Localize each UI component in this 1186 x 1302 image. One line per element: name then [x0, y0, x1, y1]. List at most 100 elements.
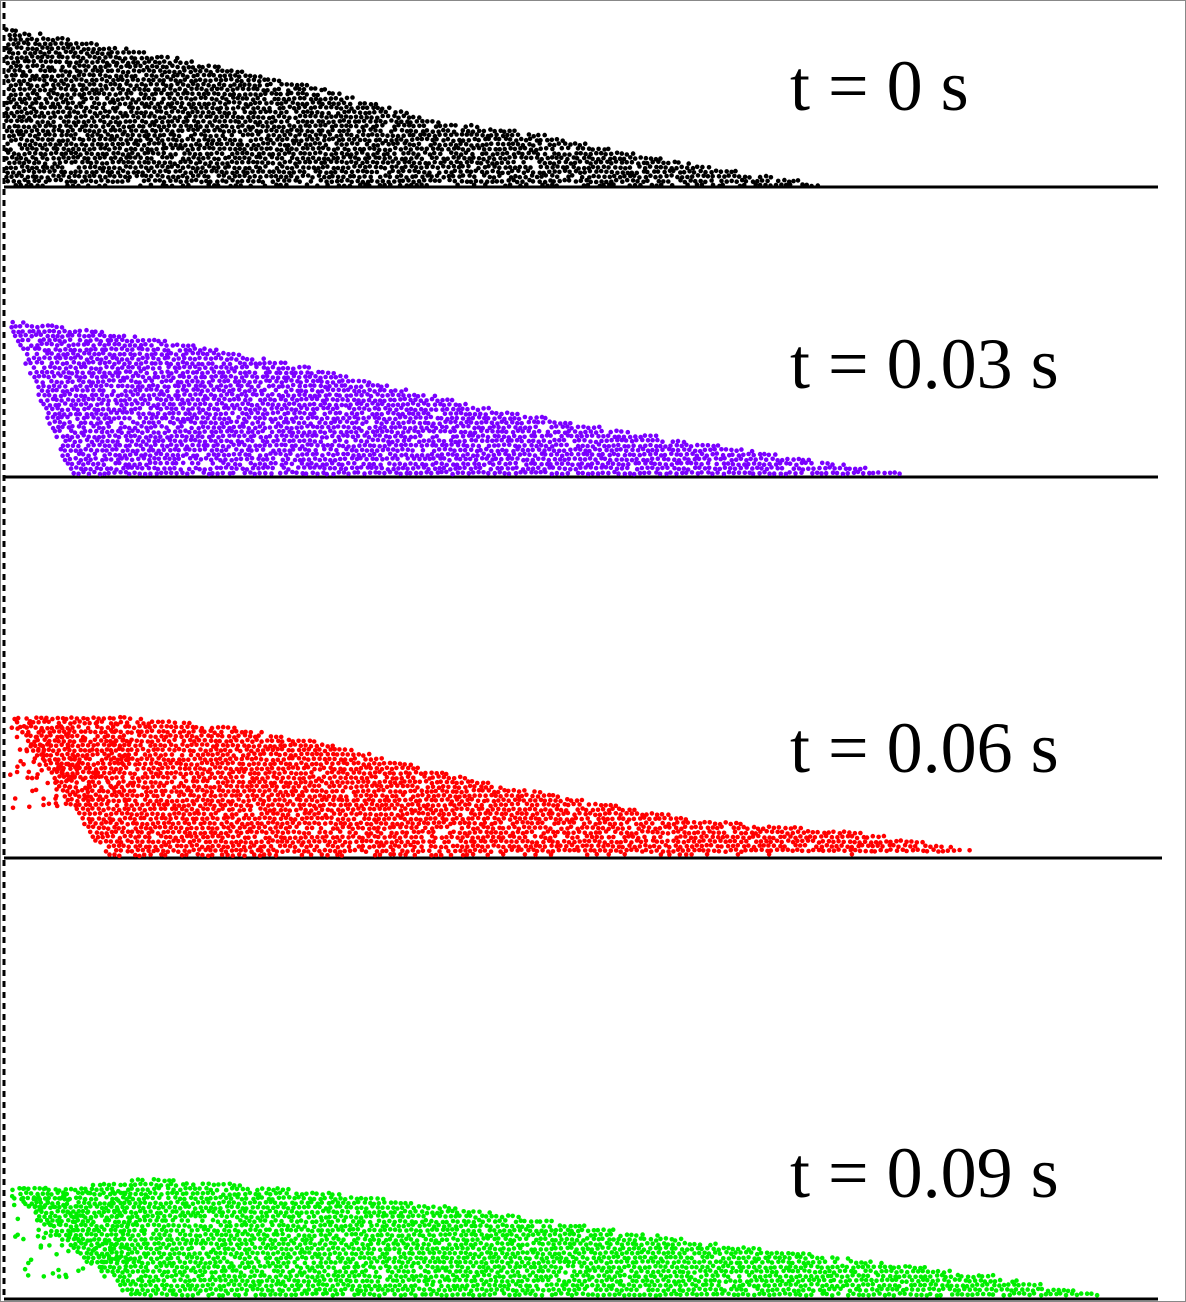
particle [428, 178, 433, 183]
particle [159, 54, 164, 60]
particle [338, 466, 344, 472]
particle [471, 155, 476, 160]
particle [298, 150, 303, 156]
particle [279, 380, 285, 385]
particle [140, 439, 146, 444]
particle [172, 69, 177, 75]
particle [825, 461, 830, 466]
particle [175, 81, 180, 87]
particle [378, 118, 383, 124]
particle [339, 142, 345, 147]
particle [240, 150, 245, 156]
particle [279, 119, 284, 125]
particle [120, 383, 125, 389]
particle [38, 49, 43, 55]
particle [13, 137, 18, 143]
particle [325, 164, 330, 169]
particle [456, 407, 461, 412]
particle [387, 170, 392, 175]
particle [598, 150, 604, 156]
particle [138, 63, 143, 69]
particle [358, 182, 363, 188]
particle [348, 123, 354, 129]
particle [331, 101, 337, 106]
particle [564, 442, 569, 448]
particle [234, 447, 239, 452]
particle [188, 69, 194, 75]
particle [358, 401, 364, 407]
particle [593, 160, 599, 165]
particle [317, 420, 322, 425]
particle [161, 150, 167, 156]
particle [351, 444, 357, 449]
particle [687, 169, 692, 174]
particle [326, 120, 332, 125]
particle [147, 453, 153, 459]
particle [108, 81, 113, 87]
particle [470, 443, 476, 448]
particle [124, 91, 129, 97]
particle [119, 346, 125, 351]
particle [213, 420, 218, 426]
particle [78, 114, 84, 119]
particle [334, 159, 340, 165]
particle [319, 114, 324, 119]
particle [110, 141, 115, 147]
particle [319, 435, 325, 440]
particle [297, 95, 303, 101]
particle [437, 132, 442, 138]
particle [206, 101, 211, 107]
particle [503, 183, 508, 189]
particle [475, 434, 481, 439]
particle [99, 178, 104, 183]
particle [73, 448, 79, 454]
particle [650, 159, 655, 165]
particle [252, 100, 258, 106]
particle [565, 424, 570, 429]
particle [18, 155, 24, 161]
particle [188, 143, 194, 148]
particle [104, 448, 109, 453]
particle [365, 465, 371, 470]
particle [188, 97, 194, 102]
particle [661, 179, 666, 184]
particle [95, 379, 101, 385]
particle [483, 412, 489, 417]
particle [733, 457, 739, 463]
particle [34, 47, 40, 52]
particle [188, 159, 193, 165]
particle [13, 82, 19, 88]
particle [99, 87, 104, 92]
particle [184, 452, 189, 457]
particle [212, 128, 217, 133]
particle [4, 27, 9, 32]
particle [229, 366, 234, 371]
particle [88, 428, 93, 434]
particle [89, 151, 94, 157]
particle [403, 414, 408, 420]
particle [39, 388, 45, 393]
particle [138, 91, 144, 96]
particle [299, 396, 304, 402]
particle [487, 460, 492, 466]
particle [193, 383, 199, 389]
particle [166, 137, 171, 142]
particle [152, 465, 157, 471]
particle [56, 329, 62, 335]
particle [349, 465, 355, 471]
particle [210, 123, 215, 128]
particle [243, 128, 248, 133]
particle [361, 118, 367, 124]
particle [249, 384, 254, 390]
particle [153, 351, 158, 357]
particle [211, 387, 216, 393]
particle [364, 456, 369, 462]
particle [128, 434, 134, 439]
particle [585, 443, 590, 449]
particle [344, 104, 349, 110]
particle [729, 458, 734, 463]
particle [54, 379, 60, 385]
particle [672, 457, 677, 463]
particle [20, 337, 25, 343]
particle [455, 182, 460, 188]
